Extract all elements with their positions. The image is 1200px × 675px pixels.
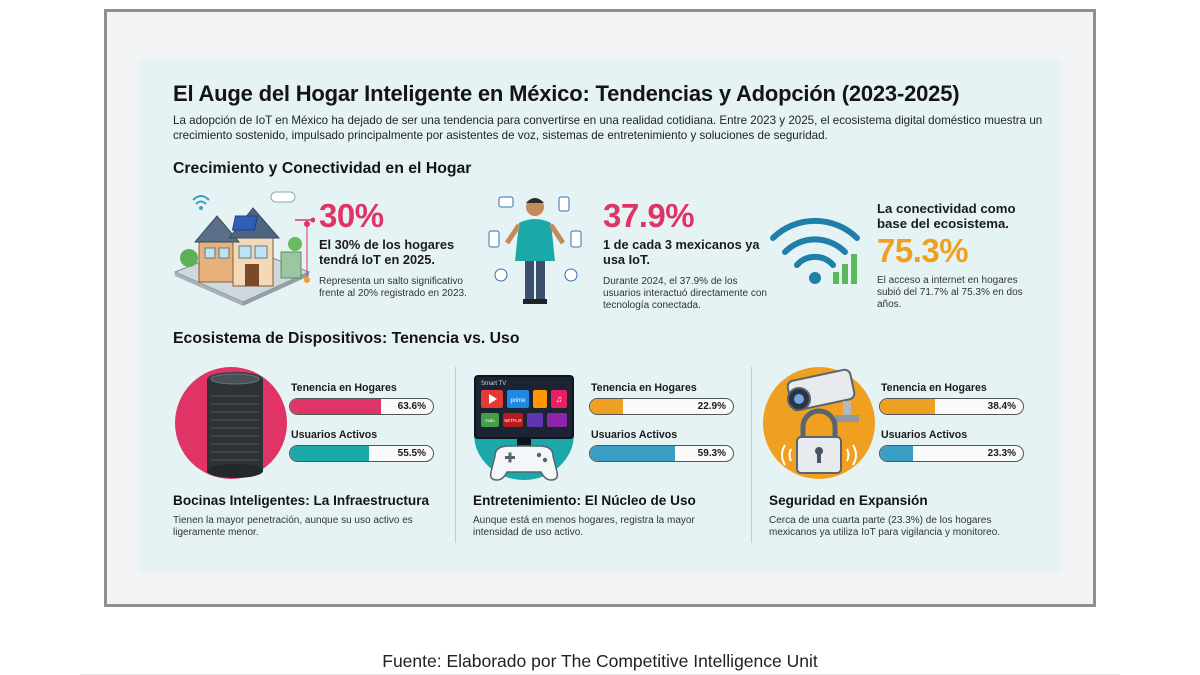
bar-value-label: 22.9% bbox=[697, 401, 726, 412]
bar-label-ownership: Tenencia en Hogares bbox=[881, 382, 987, 394]
bar-value-label: 23.3% bbox=[987, 448, 1016, 459]
stat-75-headline: La conectividad como base del ecosistema… bbox=[877, 201, 1016, 231]
stat-75-note: El acceso a internet en hogares subió de… bbox=[877, 275, 1023, 310]
bar-entertainment-active bbox=[590, 446, 675, 461]
svg-text:♫: ♫ bbox=[556, 394, 563, 404]
bar-track: 59.3% bbox=[589, 445, 734, 462]
bar-track: 22.9% bbox=[589, 398, 734, 415]
divider bbox=[455, 367, 456, 543]
wifi-signal-icon bbox=[770, 217, 860, 284]
bar-value-label: 55.5% bbox=[397, 448, 426, 459]
bar-label-ownership: Tenencia en Hogares bbox=[291, 382, 397, 394]
bar-speakers-ownership bbox=[290, 399, 381, 414]
smart-house-icon bbox=[173, 191, 315, 306]
smart-speaker-icon bbox=[175, 367, 287, 479]
tv-brand-label: Smart TV bbox=[481, 381, 506, 387]
bar-value-label: 59.3% bbox=[697, 448, 726, 459]
bar-value-label: 38.4% bbox=[987, 401, 1016, 412]
bar-security-ownership bbox=[880, 399, 935, 414]
bar-track: 38.4% bbox=[879, 398, 1024, 415]
stat-37-value: 37.9% bbox=[603, 197, 695, 234]
bar-label-active: Usuarios Activos bbox=[291, 429, 378, 441]
bar-label-active: Usuarios Activos bbox=[591, 429, 678, 441]
timeline-dots-icon bbox=[304, 220, 310, 283]
bar-track: 23.3% bbox=[879, 445, 1024, 462]
card-title-entertainment: Entretenimiento: El Núcleo de Uso bbox=[473, 493, 696, 508]
smart-tv-gamepad-icon: Smart TV prime ♫ Hulu NETFLIX bbox=[474, 375, 574, 481]
source-caption: Fuente: Elaborado por The Competitive In… bbox=[382, 651, 818, 671]
card-desc-speakers: Tienen la mayor penetración, aunque su u… bbox=[173, 515, 413, 538]
bar-value-label: 63.6% bbox=[397, 401, 426, 412]
bar-label-ownership: Tenencia en Hogares bbox=[591, 382, 697, 394]
section-heading-growth: Crecimiento y Conectividad en el Hogar bbox=[173, 160, 472, 177]
divider bbox=[751, 367, 752, 543]
intro-text: La adopción de IoT en México ha dejado d… bbox=[173, 114, 1043, 142]
bar-speakers-active bbox=[290, 446, 370, 461]
card-title-security: Seguridad en Expansión bbox=[769, 493, 928, 508]
stat-37-note: Durante 2024, el 37.9% de los usuarios i… bbox=[603, 276, 767, 311]
stat-37-headline: 1 de cada 3 mexicanos ya usa IoT. bbox=[603, 237, 760, 267]
stat-75-value: 75.3% bbox=[877, 232, 969, 269]
bar-track: 55.5% bbox=[289, 445, 434, 462]
card-desc-entertainment: Aunque está en menos hogares, registra l… bbox=[473, 515, 695, 538]
bar-label-active: Usuarios Activos bbox=[881, 429, 968, 441]
person-devices-icon bbox=[488, 196, 582, 304]
bar-security-active bbox=[880, 446, 914, 461]
stat-30-headline: El 30% de los hogares tendrá IoT en 2025… bbox=[319, 237, 455, 267]
stat-30-value: 30% bbox=[319, 197, 384, 234]
bar-track: 63.6% bbox=[289, 398, 434, 415]
infographic: El Auge del Hogar Inteligente en México:… bbox=[139, 60, 1061, 572]
section-heading-ecosystem: Ecosistema de Dispositivos: Tenencia vs.… bbox=[173, 330, 520, 347]
tv-app-prime: prime bbox=[510, 398, 526, 404]
tv-app-netflix: NETFLIX bbox=[504, 418, 521, 423]
bar-entertainment-ownership bbox=[590, 399, 623, 414]
card-desc-security: Cerca de una cuarta parte (23.3%) de los… bbox=[769, 515, 1001, 538]
security-camera-lock-icon bbox=[763, 367, 875, 479]
stat-30-note: Representa un salto significativo frente… bbox=[319, 276, 467, 299]
card-title-speakers: Bocinas Inteligentes: La Infraestructura bbox=[173, 493, 430, 508]
tv-app-hulu: Hulu bbox=[485, 418, 495, 423]
infographic-title: El Auge del Hogar Inteligente en México:… bbox=[173, 81, 960, 106]
